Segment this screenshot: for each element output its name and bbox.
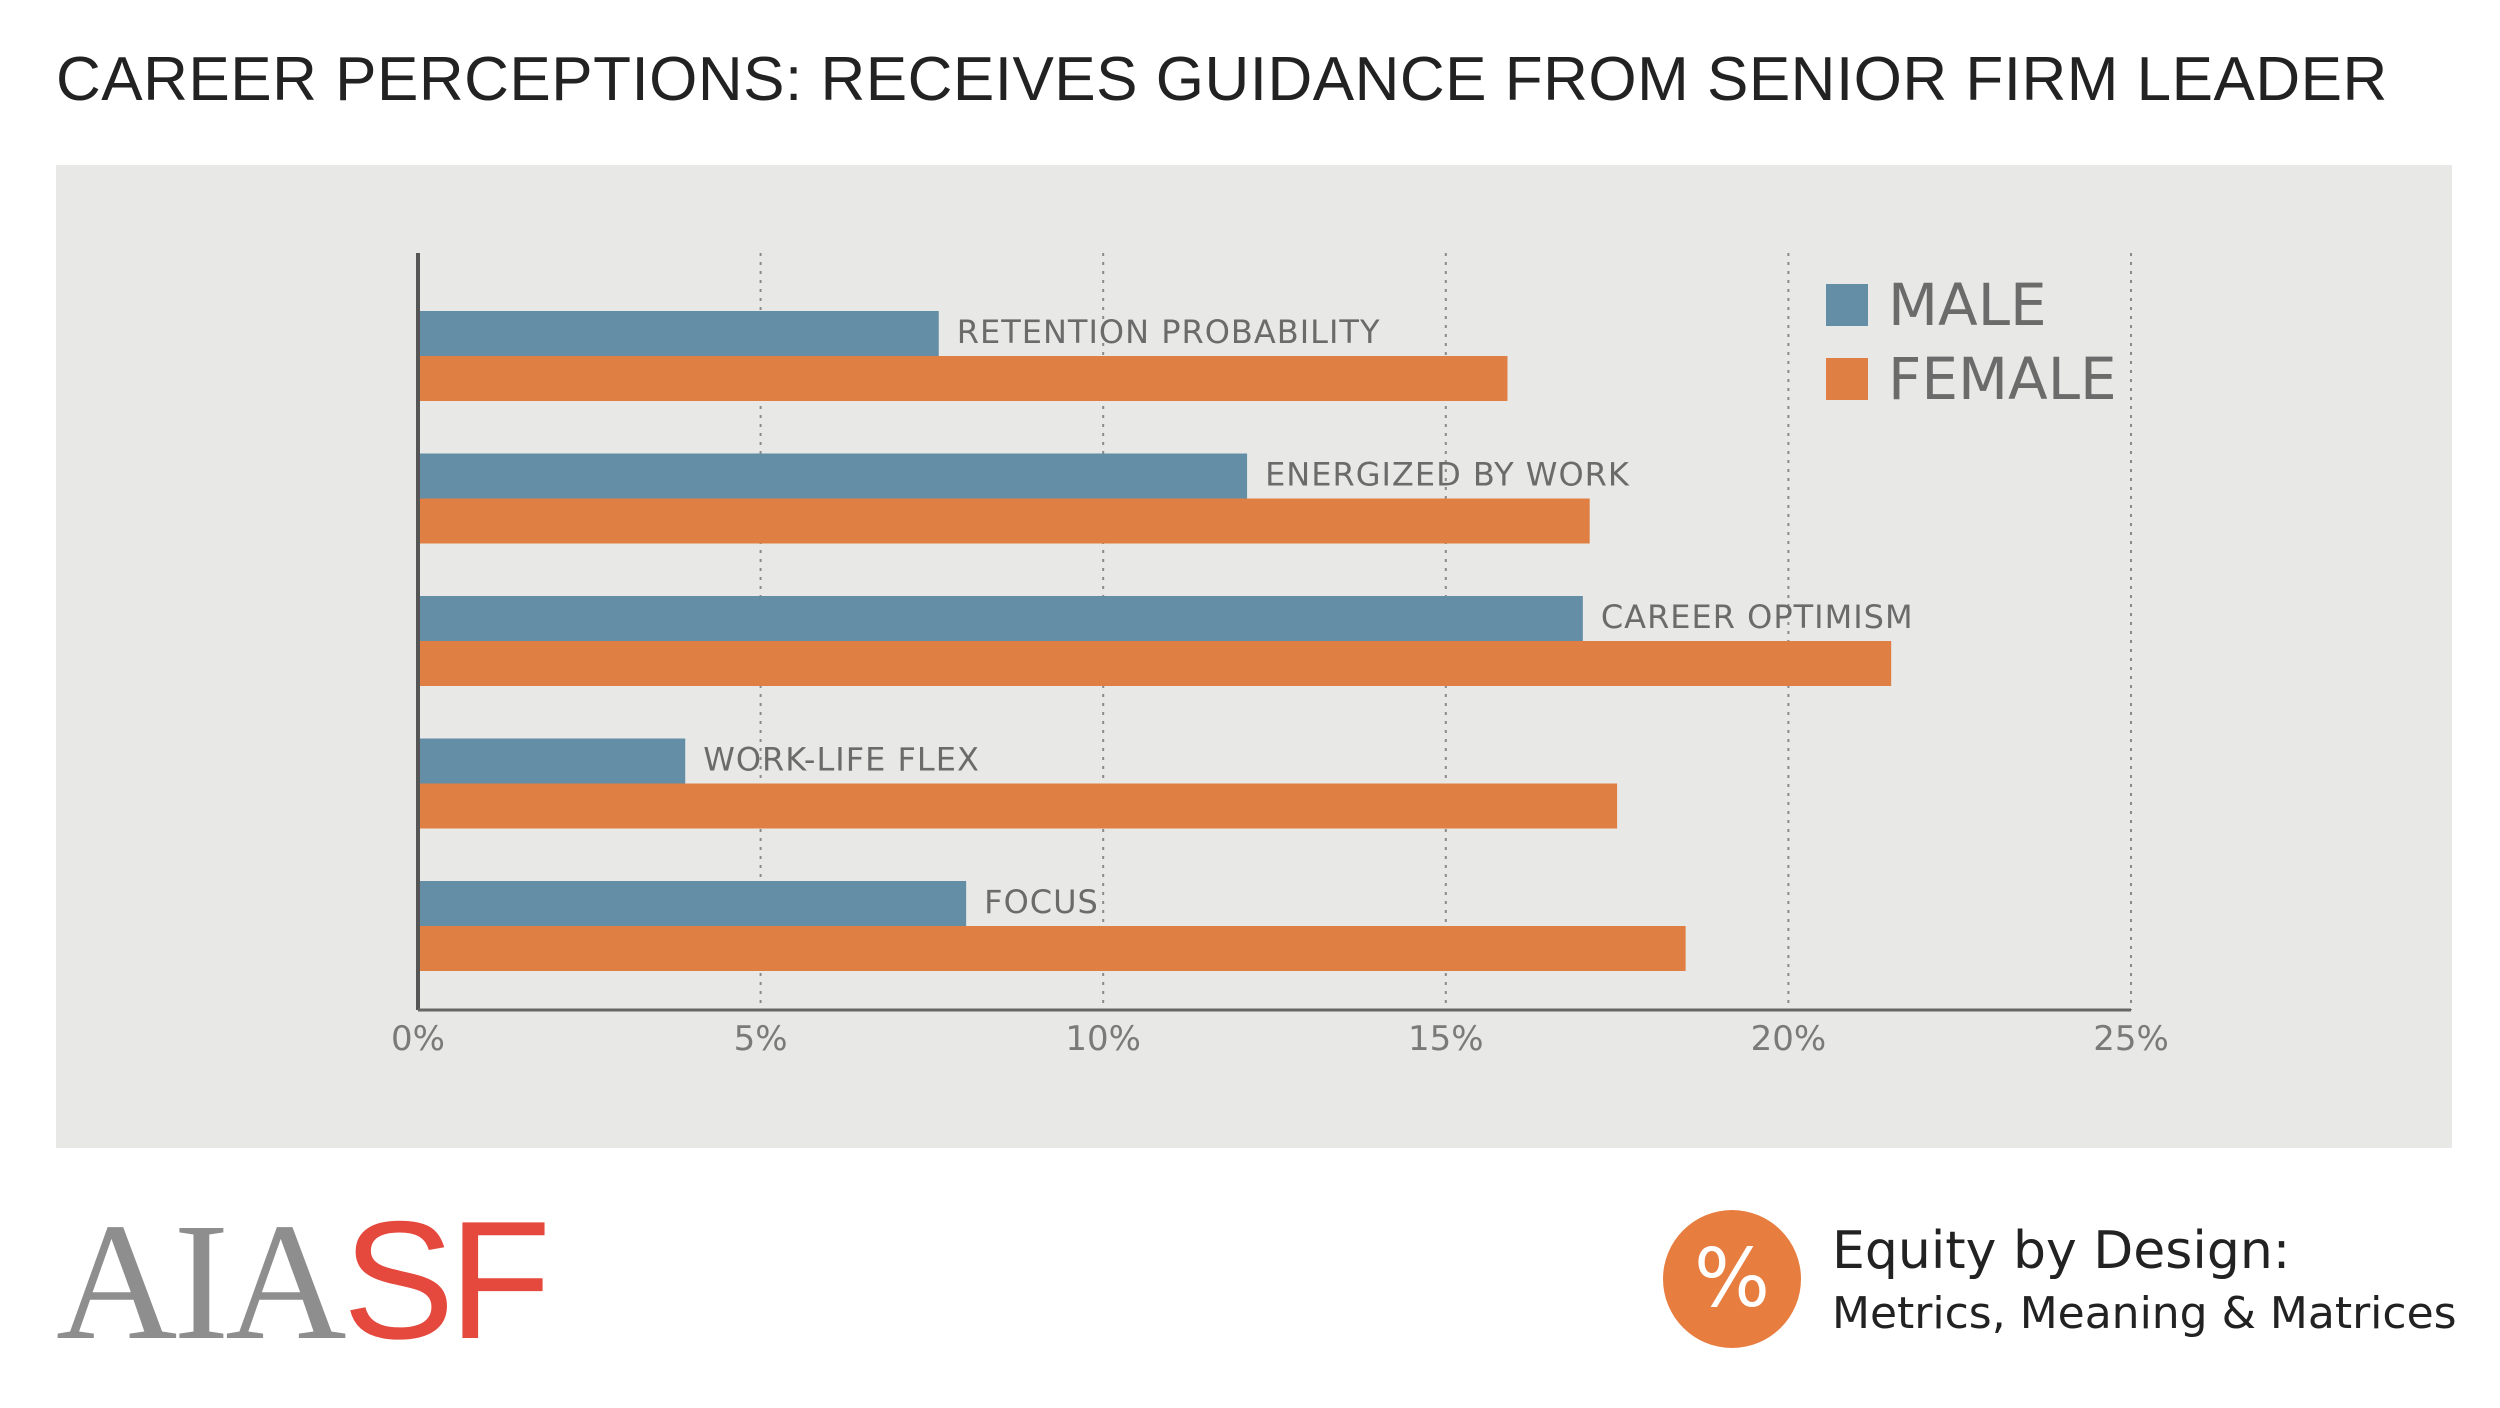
x-tick-label: 20% (1751, 1019, 1827, 1059)
x-tick-label: 5% (734, 1019, 788, 1059)
equity-by-design-brand: Equity by Design: Metrics, Meaning & Mat… (1832, 1218, 2457, 1344)
legend-swatch-male (1826, 284, 1868, 326)
category-label: RETENTION PROBABILITY (957, 313, 1381, 351)
aiasf-logo: AIASF (56, 1196, 551, 1366)
x-tick-label: 0% (391, 1019, 445, 1059)
bar-male (418, 738, 686, 784)
chart-title: CAREER PERCEPTIONS: RECEIVES GUIDANCE FR… (56, 45, 2388, 114)
percent-badge-icon: % (1663, 1210, 1801, 1348)
logo-aia-text: AIA (56, 1189, 347, 1375)
bar-female (418, 356, 1508, 401)
bar-female (418, 641, 1892, 686)
x-tick-label: 10% (1065, 1019, 1141, 1059)
bar-chart: 0% 5% 10% 15% 20% 25% RETENTION PROBABILITY ENE… (391, 253, 2169, 1059)
logo-sf-text: SF (342, 1186, 552, 1374)
x-tick-label: 15% (1408, 1019, 1484, 1059)
brand-subtitle: Metrics, Meaning & Matrices (1832, 1288, 2457, 1339)
legend-swatch-female (1826, 358, 1868, 400)
bar-female (418, 783, 1618, 829)
category-label: CAREER OPTIMISM (1601, 598, 1914, 636)
brand-title: Equity by Design: (1832, 1221, 2291, 1281)
bar-female (418, 926, 1686, 971)
bar-male (418, 453, 1248, 499)
category-label: WORK-LIFE FLEX (703, 741, 980, 779)
category-label: FOCUS (984, 883, 1099, 921)
legend-label-male: MALE (1888, 271, 2047, 339)
category-label: ENERGIZED BY WORK (1265, 456, 1630, 494)
legend-label-female: FEMALE (1888, 345, 2117, 413)
bar-male (418, 881, 967, 926)
bar-male (418, 311, 939, 356)
bar-female (418, 498, 1590, 544)
bar-male (418, 596, 1583, 641)
x-tick-label: 25% (2093, 1019, 2169, 1059)
chart-panel: 0% 5% 10% 15% 20% 25% RETENTION PROBABILITY ENE… (56, 165, 2452, 1148)
